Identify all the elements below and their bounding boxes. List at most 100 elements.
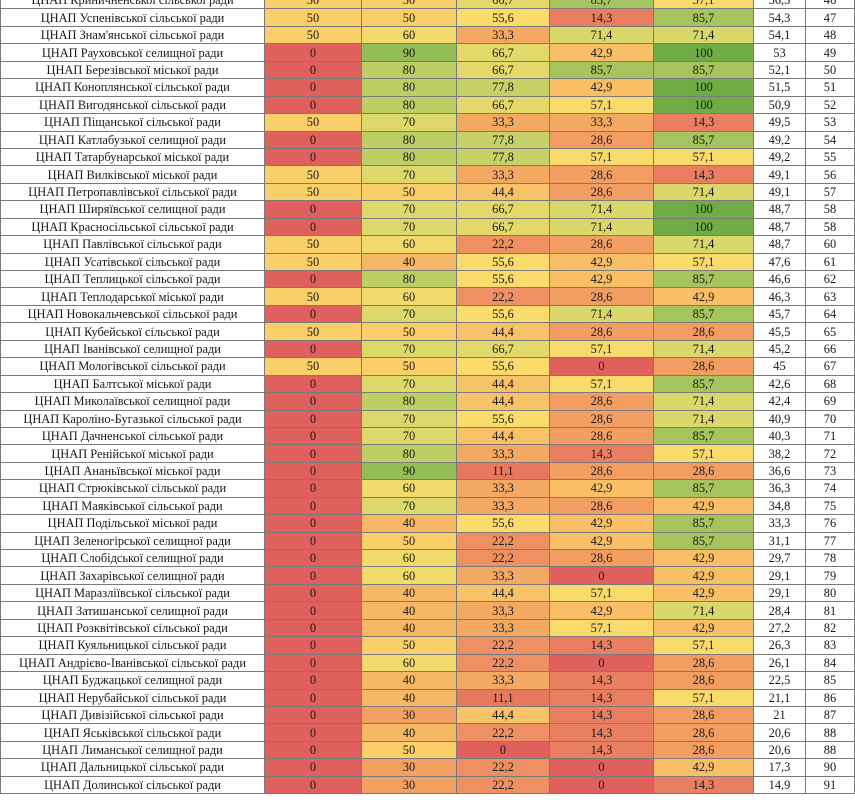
criterion-1-cell: 0 [264, 618, 362, 638]
criterion-1-cell: 0 [264, 444, 362, 463]
total-score-cell: 17,3 [753, 758, 806, 777]
table-row: ЦНАП Куяльницької сільської ради 0 50 22,2 1… [0, 636, 855, 655]
org-name-cell: ЦНАП Ананьївської міської ради [0, 461, 265, 481]
criterion-5-cell: 85,7 [653, 60, 754, 80]
rank-cell: 83 [805, 636, 855, 655]
rank-cell: 80 [805, 583, 855, 603]
criterion-3-cell: 44,4 [456, 705, 550, 725]
table-row: ЦНАП Павлівської сільської ради 50 60 22,2 2… [0, 235, 855, 254]
criterion-4-cell: 14,3 [549, 636, 654, 655]
criterion-5-cell: 28,6 [653, 322, 754, 341]
criterion-3-cell: 22,2 [456, 531, 550, 551]
criterion-3-cell: 33,3 [456, 496, 550, 516]
total-score-cell: 48,7 [753, 217, 806, 237]
criterion-3-cell: 66,7 [456, 339, 550, 359]
total-score-cell: 46,3 [753, 287, 806, 306]
criterion-5-cell: 14,3 [653, 775, 754, 795]
criterion-5-cell: 28,6 [653, 705, 754, 725]
org-name-cell: ЦНАП Успенівської сільської ради [0, 8, 265, 27]
criterion-5-cell: 85,7 [653, 8, 754, 27]
org-name-cell: ЦНАП Зеленогірської селищної ради [0, 531, 265, 551]
criterion-2-cell: 80 [361, 60, 457, 80]
criterion-4-cell: 57,1 [549, 374, 654, 394]
criterion-1-cell: 0 [264, 496, 362, 516]
criterion-2-cell: 40 [361, 688, 457, 707]
criterion-4-cell: 57,1 [549, 95, 654, 115]
criterion-4-cell: 14,3 [549, 740, 654, 760]
org-name-cell: ЦНАП Новокальчевської сільської ради [0, 304, 265, 324]
criterion-3-cell: 55,6 [456, 409, 550, 428]
criterion-2-cell: 50 [361, 182, 457, 202]
rank-cell: 65 [805, 322, 855, 341]
criterion-3-cell: 44,4 [456, 583, 550, 603]
criterion-1-cell: 0 [264, 531, 362, 551]
criterion-4-cell: 14,3 [549, 8, 654, 27]
total-score-cell: 42,4 [753, 392, 806, 411]
criterion-4-cell: 57,1 [549, 147, 654, 167]
total-score-cell: 48,7 [753, 235, 806, 254]
org-name-cell: ЦНАП Дивізійської сільської ради [0, 705, 265, 725]
criterion-4-cell: 28,6 [549, 165, 654, 184]
table-row: ЦНАП Катлабузької селищної ради 0 80 77,8 28… [0, 130, 855, 149]
criterion-2-cell: 80 [361, 147, 457, 167]
table-row: ЦНАП Миколаївської селищної ради 0 80 44,4 2… [0, 392, 855, 411]
table-row: ЦНАП Долинської сільської ради 0 30 22,2 0 14… [0, 775, 855, 795]
table-row: ЦНАП Піщанської сільської ради 50 70 33,3 33… [0, 113, 855, 132]
table-row: ЦНАП Петропавлівської сільської ради 50 50… [0, 182, 855, 202]
criterion-1-cell: 50 [264, 182, 362, 202]
table-row: ЦНАП Мологівської сільської ради 50 50 55,6… [0, 357, 855, 376]
criterion-4-cell: 71,4 [549, 304, 654, 324]
criterion-1-cell: 0 [264, 636, 362, 655]
criterion-3-cell: 44,4 [456, 322, 550, 341]
criterion-5-cell: 14,3 [653, 113, 754, 132]
criterion-1-cell: 0 [264, 653, 362, 673]
org-name-cell: ЦНАП Подільської міської ради [0, 514, 265, 533]
total-score-cell: 45,5 [753, 322, 806, 341]
criterion-3-cell: 33,3 [456, 671, 550, 690]
criterion-1-cell: 50 [264, 252, 362, 272]
criterion-4-cell: 28,6 [549, 496, 654, 516]
criterion-3-cell: 66,7 [456, 0, 550, 10]
rank-cell: 76 [805, 514, 855, 533]
criterion-5-cell: 28,6 [653, 740, 754, 760]
table-row: ЦНАП Вигодянської сільської ради 0 80 66,7 5… [0, 95, 855, 115]
total-score-cell: 28,4 [753, 601, 806, 620]
org-name-cell: ЦНАП Мологівської сільської ради [0, 357, 265, 376]
org-name-cell: ЦНАП Петропавлівської сільської ради [0, 182, 265, 202]
criterion-3-cell: 22,2 [456, 636, 550, 655]
criterion-5-cell: 71,4 [653, 235, 754, 254]
criterion-2-cell: 80 [361, 130, 457, 149]
total-score-cell: 49,5 [753, 113, 806, 132]
org-name-cell: ЦНАП Татарбунарської міської ради [0, 147, 265, 167]
org-name-cell: ЦНАП Криничненської сільської ради [0, 0, 265, 10]
rank-cell: 88 [805, 740, 855, 760]
table-row: ЦНАП Кароліно-Бугазької сільської ради 0 7… [0, 409, 855, 428]
total-score-cell: 29,7 [753, 548, 806, 568]
rank-cell: 87 [805, 705, 855, 725]
total-score-cell: 51,5 [753, 78, 806, 97]
rank-cell: 75 [805, 496, 855, 516]
criterion-4-cell: 28,6 [549, 287, 654, 306]
org-name-cell: ЦНАП Долинської сільської ради [0, 775, 265, 795]
total-score-cell: 42,6 [753, 374, 806, 394]
table-row: ЦНАП Маяківської сільської ради 0 70 33,3 28… [0, 496, 855, 516]
table-row: ЦНАП Татарбунарської міської ради 0 80 77,8… [0, 147, 855, 167]
criterion-2-cell: 50 [361, 8, 457, 27]
org-name-cell: ЦНАП Миколаївської селищної ради [0, 392, 265, 411]
table-row: ЦНАП Красносільської сільської ради 0 70 66… [0, 217, 855, 237]
table-row: ЦНАП Подільської міської ради 0 40 55,6 42,9… [0, 514, 855, 533]
criterion-2-cell: 70 [361, 304, 457, 324]
org-name-cell: ЦНАП Ренійської міської ради [0, 444, 265, 463]
criterion-4-cell: 71,4 [549, 25, 654, 45]
rank-cell: 50 [805, 60, 855, 80]
table-row: ЦНАП Захарівської селищної ради 0 60 33,3 0 4… [0, 566, 855, 585]
criterion-4-cell: 42,9 [549, 531, 654, 551]
total-score-cell: 40,3 [753, 426, 806, 446]
criterion-2-cell: 70 [361, 200, 457, 219]
criterion-2-cell: 40 [361, 601, 457, 620]
org-name-cell: ЦНАП Маразліївської сільської ради [0, 583, 265, 603]
org-name-cell: ЦНАП Красносільської сільської ради [0, 217, 265, 237]
table-row: ЦНАП Лиманської селищної ради 0 50 0 14,3 28,… [0, 740, 855, 760]
criterion-1-cell: 50 [264, 235, 362, 254]
